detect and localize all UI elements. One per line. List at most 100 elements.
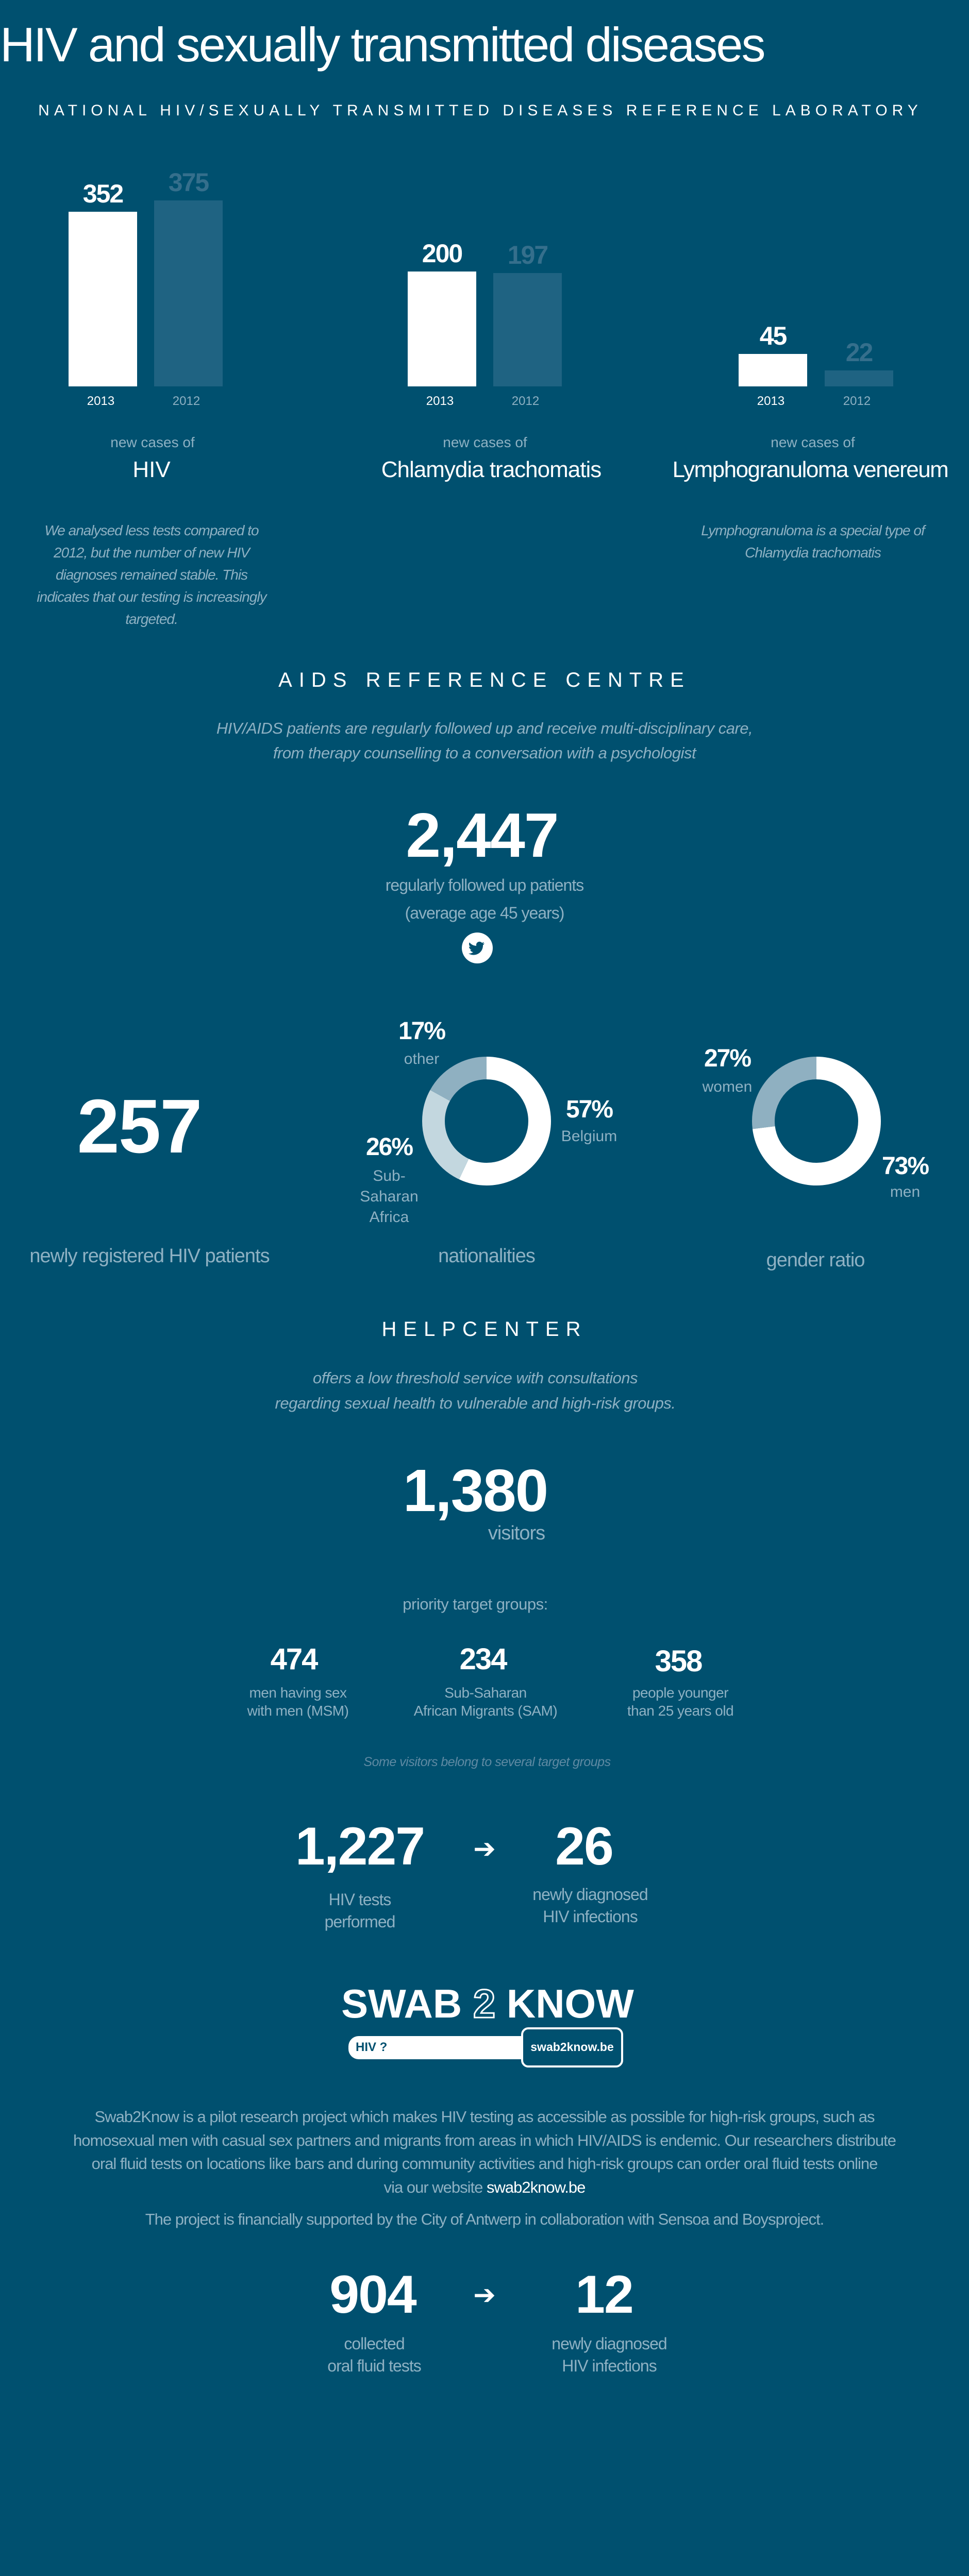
arrow-right-icon: ➔ — [473, 2280, 496, 2310]
bar-2012-1 — [493, 273, 562, 386]
aids-intro: HIV/AIDS patients are regularly followed… — [216, 716, 753, 766]
label-other: other — [404, 1050, 440, 1067]
group-count-sam: 234 — [459, 1642, 508, 1676]
bar-value-label: 375 — [168, 167, 209, 197]
desc-line: oral fluid tests on locations like bars … — [91, 2155, 878, 2173]
section-heading-helpcenter: HELPCENTER — [381, 1318, 588, 1341]
tests-count: 1,227 — [295, 1817, 425, 1876]
label-line: with men (MSM) — [247, 1703, 349, 1719]
support-text: The project is financially supported by … — [145, 2210, 825, 2228]
bar-year-label: 2012 — [843, 394, 871, 408]
pct-other: 17% — [398, 1018, 446, 1045]
logo-swab: SWAB — [341, 1981, 462, 2026]
target-groups-title: priority target groups: — [403, 1595, 548, 1613]
visitors-count: 1,380 — [403, 1457, 548, 1524]
pct-men: 73% — [881, 1153, 929, 1180]
label-line: people younger — [632, 1685, 729, 1701]
label-line: than 25 years old — [627, 1703, 734, 1719]
followed-count: 2,447 — [406, 800, 559, 870]
group-label-young: people younger than 25 years old — [627, 1684, 734, 1720]
bar-value-label: 22 — [845, 338, 874, 367]
note-line: Lymphogranuloma is a special type of — [701, 522, 925, 538]
label-line: collected — [344, 2334, 405, 2353]
group-count-young: 358 — [655, 1645, 703, 1678]
bar-year-label: 2013 — [426, 394, 454, 408]
label-line: newly diagnosed — [552, 2334, 667, 2353]
bar-value-label: 197 — [507, 241, 548, 270]
followed-label: regularly followed up patients — [385, 876, 584, 894]
label-line: African Migrants (SAM) — [413, 1703, 558, 1719]
donut-segment-sub-saharan-africa — [422, 1057, 551, 1185]
helpcenter-intro: offers a low threshold service with cons… — [275, 1365, 676, 1416]
logo-know: KNOW — [506, 1981, 634, 2026]
label-line: oral fluid tests — [327, 2357, 421, 2375]
hiv-note: We analysed less tests compared to 2012,… — [37, 519, 266, 630]
desc-line: homosexual men with casual sex partners … — [73, 2131, 896, 2149]
group-name-hiv: HIV — [132, 457, 171, 482]
note-line: targeted. — [125, 611, 178, 627]
logo-url-box: swab2know.be — [521, 2027, 623, 2067]
intro-line: from therapy counselling to a conversati… — [273, 744, 696, 762]
logo-question: HIV ? — [356, 2040, 388, 2054]
intro-line: regarding sexual health to vulnerable an… — [275, 1394, 676, 1412]
desc-line: via our website swab2know.be — [73, 2176, 896, 2199]
label-belgium: Belgium — [561, 1128, 617, 1145]
collected-label: collected oral fluid tests — [327, 2333, 421, 2377]
note-line: indicates that our testing is increasing… — [37, 589, 266, 605]
bar-2013-1 — [408, 272, 476, 386]
bar-year-label: 2013 — [757, 394, 785, 408]
note-line: diagnoses remained stable. This — [55, 567, 248, 583]
swab2know-logo[interactable]: SWAB 2 KNOW HIV ? swab2know.be — [341, 1983, 634, 2071]
diagnosed-label: newly diagnosed HIV infections — [532, 1884, 648, 1928]
group-name-lgv: Lymphogranuloma venereum — [672, 457, 949, 482]
section-heading-aids: AIDS REFERENCE CENTRE — [278, 669, 691, 691]
nationalities-donut — [422, 1057, 551, 1185]
followed-sub: (average age 45 years) — [405, 904, 565, 922]
bar-value-label: 200 — [422, 239, 463, 268]
donut-segment-other — [422, 1057, 551, 1185]
bar-value-label: 45 — [759, 321, 788, 350]
gender-label: gender ratio — [766, 1249, 865, 1271]
logo-bar: HIV ? — [348, 2036, 529, 2059]
tests-label: HIV tests performed — [324, 1889, 396, 1933]
oral-diagnosed-count: 12 — [575, 2265, 634, 2325]
label-line: newly diagnosed — [532, 1885, 648, 1904]
label-line: performed — [324, 1912, 396, 1931]
desc-prefix: via our website — [383, 2178, 487, 2196]
note-line: We analysed less tests compared to — [44, 522, 259, 538]
group-name-chlamydia: Chlamydia trachomatis — [381, 457, 602, 482]
group-count-msm: 474 — [270, 1642, 319, 1676]
nationalities-label: nationalities — [438, 1245, 536, 1267]
group-prefix: new cases of — [443, 434, 527, 450]
pct-belgium: 57% — [565, 1096, 613, 1123]
new-patients-label: newly registered HIV patients — [29, 1245, 270, 1267]
collected-count: 904 — [329, 2265, 417, 2325]
intro-line: HIV/AIDS patients are regularly followed… — [216, 719, 753, 737]
label-men: men — [890, 1183, 921, 1200]
donut-segment-women — [752, 1057, 881, 1185]
bar-2012-0 — [154, 200, 223, 386]
bar-year-label: 2013 — [87, 394, 115, 408]
logo-wordmark: SWAB 2 KNOW — [341, 1981, 634, 2026]
group-label-sam: Sub-Saharan African Migrants (SAM) — [413, 1684, 558, 1720]
intro-line: offers a low threshold service with cons… — [312, 1369, 638, 1387]
bar-value-label: 352 — [82, 179, 124, 209]
group-prefix: new cases of — [110, 434, 195, 450]
group-prefix: new cases of — [771, 434, 855, 450]
label-women: women — [702, 1078, 753, 1095]
desc-line: Swab2Know is a pilot research project wh… — [94, 2108, 875, 2126]
twitter-icon[interactable] — [462, 933, 493, 963]
note-line: 2012, but the number of new HIV — [54, 545, 250, 561]
website-link[interactable]: swab2know.be — [487, 2178, 586, 2196]
label-line: men having sex — [249, 1685, 347, 1701]
lgv-note: Lymphogranuloma is a special type of Chl… — [701, 519, 925, 564]
note-line: Chlamydia trachomatis — [745, 545, 881, 561]
diagnosed-count: 26 — [555, 1817, 614, 1876]
pct-sub-saharan: 26% — [365, 1133, 413, 1161]
bar-2013-2 — [739, 354, 807, 386]
new-patients-count: 257 — [77, 1084, 203, 1169]
group-label-msm: men having sex with men (MSM) — [247, 1684, 349, 1720]
visitors-label: visitors — [488, 1522, 545, 1544]
bar-year-label: 2012 — [511, 394, 540, 408]
label-line: Sub-Saharan — [444, 1685, 527, 1701]
